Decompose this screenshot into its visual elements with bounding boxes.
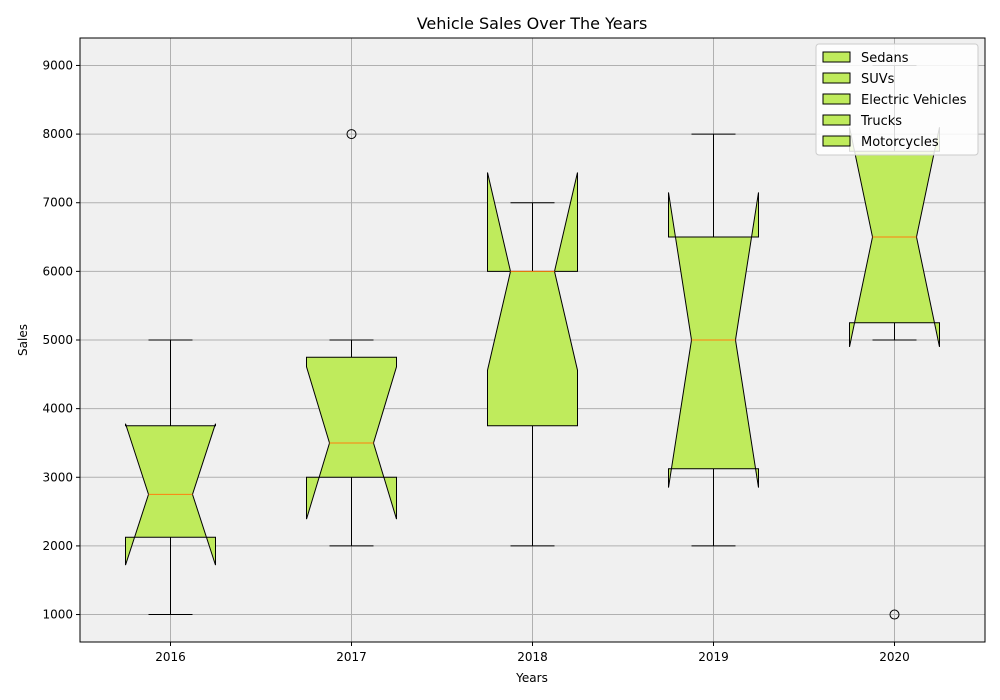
y-tick-label: 5000 <box>42 333 73 347</box>
box-2017 <box>306 129 397 547</box>
x-axis-ticks: 2016 2017 2018 2019 2020 <box>155 642 910 664</box>
chart-title: Vehicle Sales Over The Years <box>417 14 648 33</box>
x-tick-label: 2020 <box>879 650 910 664</box>
legend-swatch <box>822 93 851 105</box>
legend-frame <box>815 43 979 156</box>
box-body <box>487 172 578 427</box>
legend-swatch <box>822 72 851 84</box>
legend-swatch <box>822 135 851 147</box>
y-tick-label: 2000 <box>42 539 73 553</box>
legend-entry: Electric Vehicles <box>861 93 967 108</box>
box-2019 <box>668 133 759 547</box>
legend-entry: Sedans <box>861 51 909 66</box>
x-tick-label: 2016 <box>155 650 186 664</box>
box-body <box>306 356 397 520</box>
box-2018 <box>487 172 578 547</box>
y-tick-label: 4000 <box>42 402 73 416</box>
outlier-point <box>346 129 357 140</box>
boxes-layer <box>125 64 940 620</box>
x-tick-label: 2018 <box>517 650 548 664</box>
legend: Sedans SUVs Electric Vehicles Trucks Motorcy… <box>815 43 979 156</box>
x-tick-label: 2019 <box>698 650 729 664</box>
x-tick-label: 2017 <box>336 650 367 664</box>
y-tick-label: 6000 <box>42 264 73 278</box>
box-2016 <box>125 339 216 616</box>
outlier-point <box>889 609 900 620</box>
y-axis-label: Sales <box>16 324 30 356</box>
y-tick-label: 9000 <box>42 58 73 72</box>
y-tick-label: 8000 <box>42 127 73 141</box>
y-tick-label: 1000 <box>42 608 73 622</box>
y-axis-ticks: 1000 2000 3000 4000 5000 6000 7000 8000 9000 <box>42 58 80 622</box>
legend-swatch <box>822 114 851 126</box>
legend-swatch <box>822 51 851 63</box>
x-axis-label: Years <box>515 671 548 685</box>
legend-entry: SUVs <box>861 72 895 87</box>
y-tick-label: 3000 <box>42 470 73 484</box>
y-tick-label: 7000 <box>42 196 73 210</box>
legend-entry: Motorcycles <box>861 135 939 150</box>
legend-entry: Trucks <box>860 114 902 129</box>
